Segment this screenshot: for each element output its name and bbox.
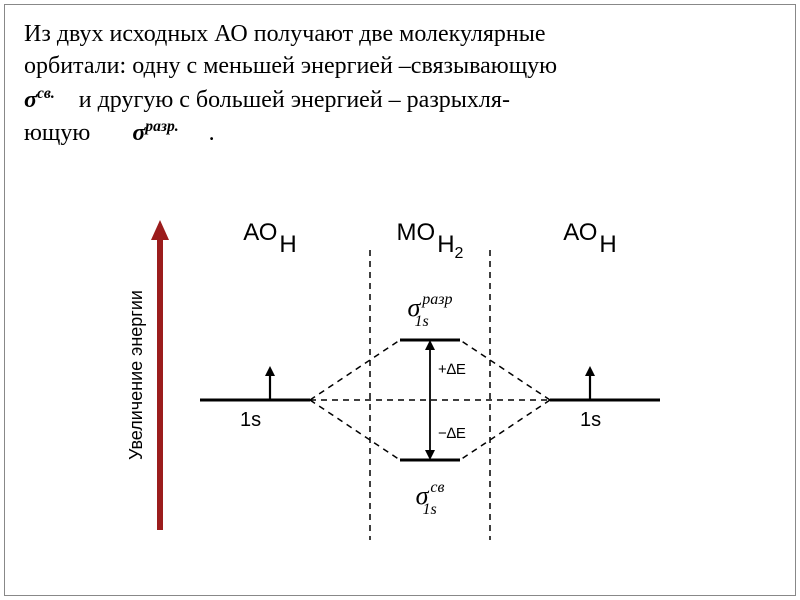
- svg-text:−∆E: −∆E: [438, 425, 466, 442]
- text-line2: орбитали: одну с меньшей энергией –связы…: [24, 50, 776, 82]
- intro-text: Из двух исходных АО получают две молекул…: [24, 18, 776, 150]
- svg-text:АОH: АОH: [563, 219, 617, 258]
- svg-text:Увеличение энергии: Увеличение энергии: [126, 290, 146, 460]
- sigma-sv-symbol: σсв.: [24, 87, 61, 113]
- text-line4: ющую σразр. .: [24, 116, 776, 149]
- text-line1: Из двух исходных АО получают две молекул…: [24, 18, 776, 50]
- svg-text:+∆E: +∆E: [438, 361, 466, 378]
- svg-text:σразр1s: σразр1s: [407, 291, 452, 330]
- svg-text:АОH: АОH: [243, 219, 297, 258]
- svg-text:1s: 1s: [240, 409, 261, 431]
- mo-diagram-svg: Увеличение энергии АОH МОH2 АОH 1s 1s +∆E −∆E σр…: [120, 200, 680, 560]
- sigma-razr-symbol: σразр.: [132, 120, 184, 146]
- text-line3: σсв. и другую с большей энергией – разры…: [24, 83, 776, 116]
- mo-diagram: Увеличение энергии АОH МОH2 АОH 1s 1s +∆E −∆E σр…: [120, 200, 680, 560]
- svg-text:1s: 1s: [580, 409, 601, 431]
- svg-text:σсв1s: σсв1s: [416, 479, 445, 518]
- svg-text:МОH2: МОH2: [397, 219, 464, 262]
